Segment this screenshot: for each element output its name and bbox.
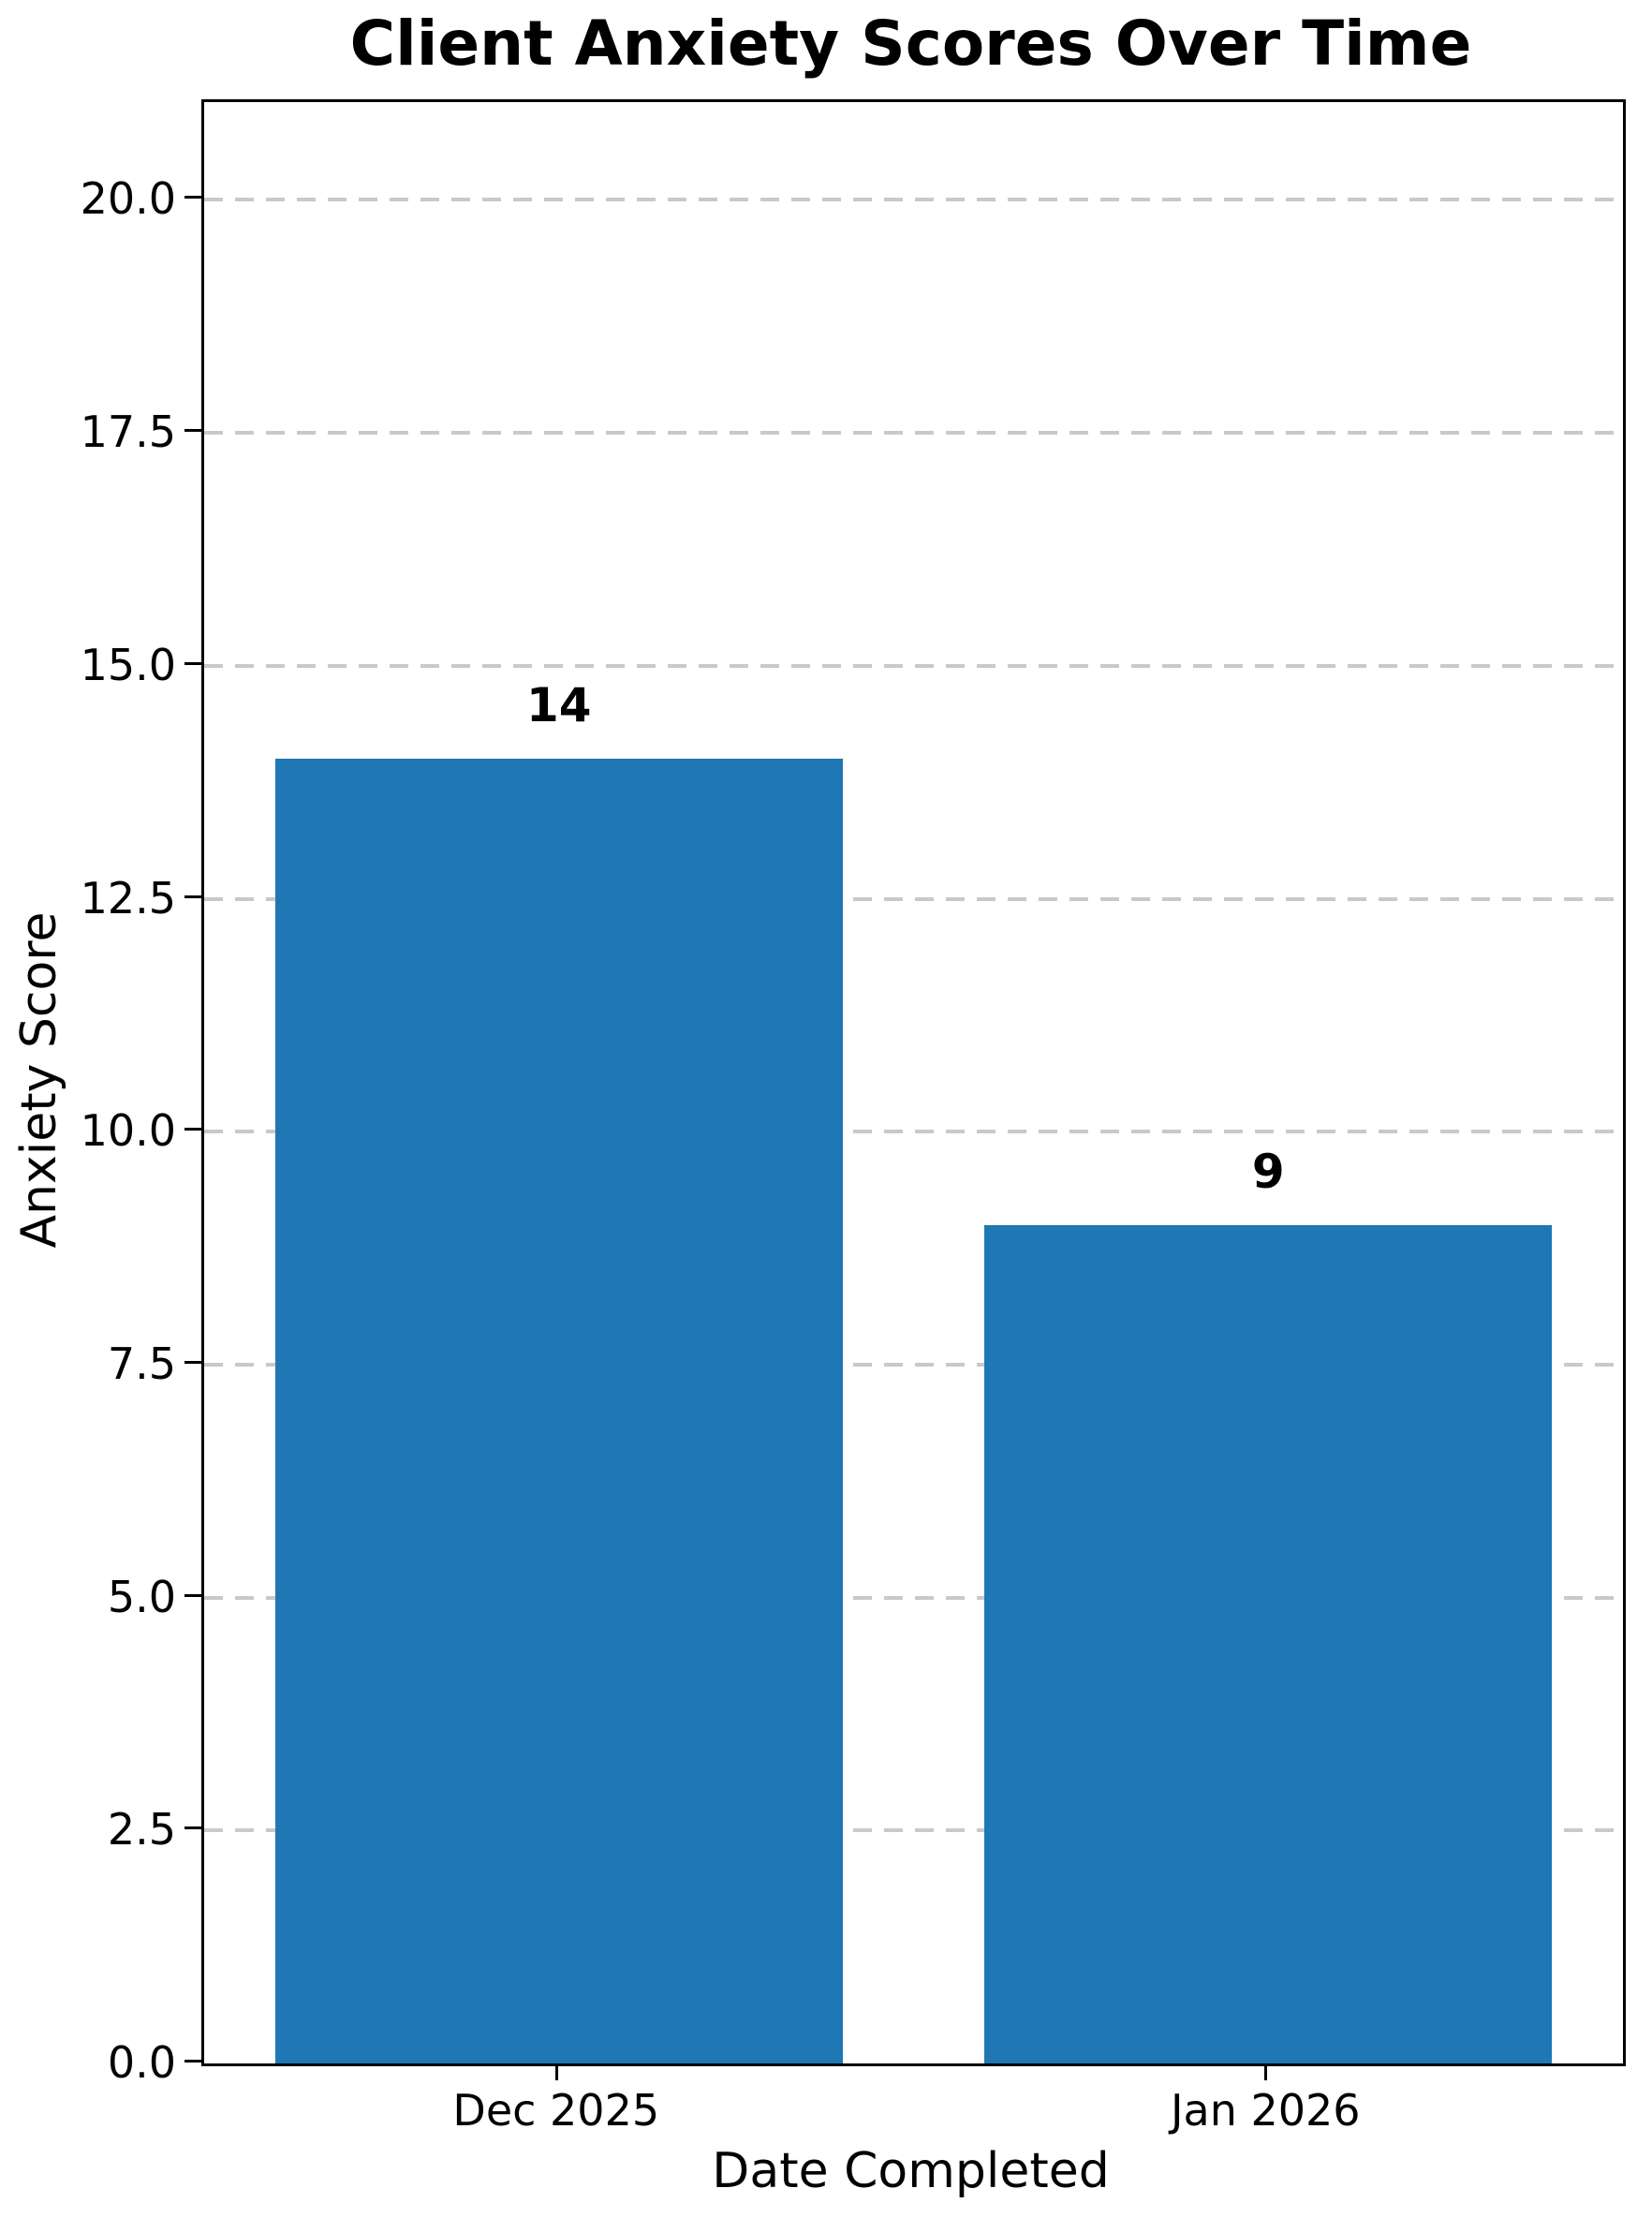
y-tick-label: 7.5 bbox=[107, 1338, 176, 1389]
y-tick-label: 17.5 bbox=[80, 407, 176, 458]
grid-line bbox=[204, 198, 1623, 202]
grid-line bbox=[204, 1828, 1623, 1833]
plot-area: 14 9 bbox=[201, 99, 1626, 2066]
grid-line bbox=[204, 663, 1623, 668]
y-tick-mark bbox=[184, 895, 201, 898]
grid-line bbox=[204, 896, 1623, 901]
y-tick-mark bbox=[184, 429, 201, 433]
bar bbox=[274, 759, 843, 2063]
y-tick-mark bbox=[184, 1128, 201, 1131]
x-tick-label: Dec 2025 bbox=[452, 2085, 660, 2136]
y-tick-label: 20.0 bbox=[80, 173, 176, 225]
y-tick-label: 12.5 bbox=[80, 872, 176, 924]
y-tick-label: 2.5 bbox=[107, 1804, 176, 1856]
grid-line bbox=[204, 431, 1623, 436]
grid-line bbox=[204, 1130, 1623, 1134]
grid-line bbox=[204, 1362, 1623, 1367]
y-tick-mark bbox=[184, 661, 201, 665]
y-tick-label: 15.0 bbox=[80, 639, 176, 690]
y-tick-mark bbox=[184, 196, 201, 200]
x-tick-label: Jan 2026 bbox=[1170, 2085, 1361, 2136]
x-tick-mark bbox=[554, 2063, 558, 2080]
chart-title: Client Anxiety Scores Over Time bbox=[349, 7, 1472, 80]
y-tick-mark bbox=[184, 1360, 201, 1364]
grid-line bbox=[204, 1595, 1623, 1600]
bar-value-label: 14 bbox=[525, 678, 592, 733]
bar bbox=[984, 1224, 1553, 2063]
y-tick-label: 10.0 bbox=[80, 1105, 176, 1157]
y-tick-mark bbox=[184, 1593, 201, 1597]
bar-value-label: 9 bbox=[1251, 1144, 1285, 1199]
y-tick-mark bbox=[184, 2060, 201, 2063]
y-tick-label: 5.0 bbox=[107, 1571, 176, 1622]
x-tick-mark bbox=[1264, 2063, 1268, 2080]
y-axis-label: Anxiety Score bbox=[11, 911, 67, 1249]
y-tick-mark bbox=[184, 1826, 201, 1830]
y-tick-label: 0.0 bbox=[107, 2037, 176, 2088]
x-axis-label: Date Completed bbox=[712, 2143, 1110, 2199]
